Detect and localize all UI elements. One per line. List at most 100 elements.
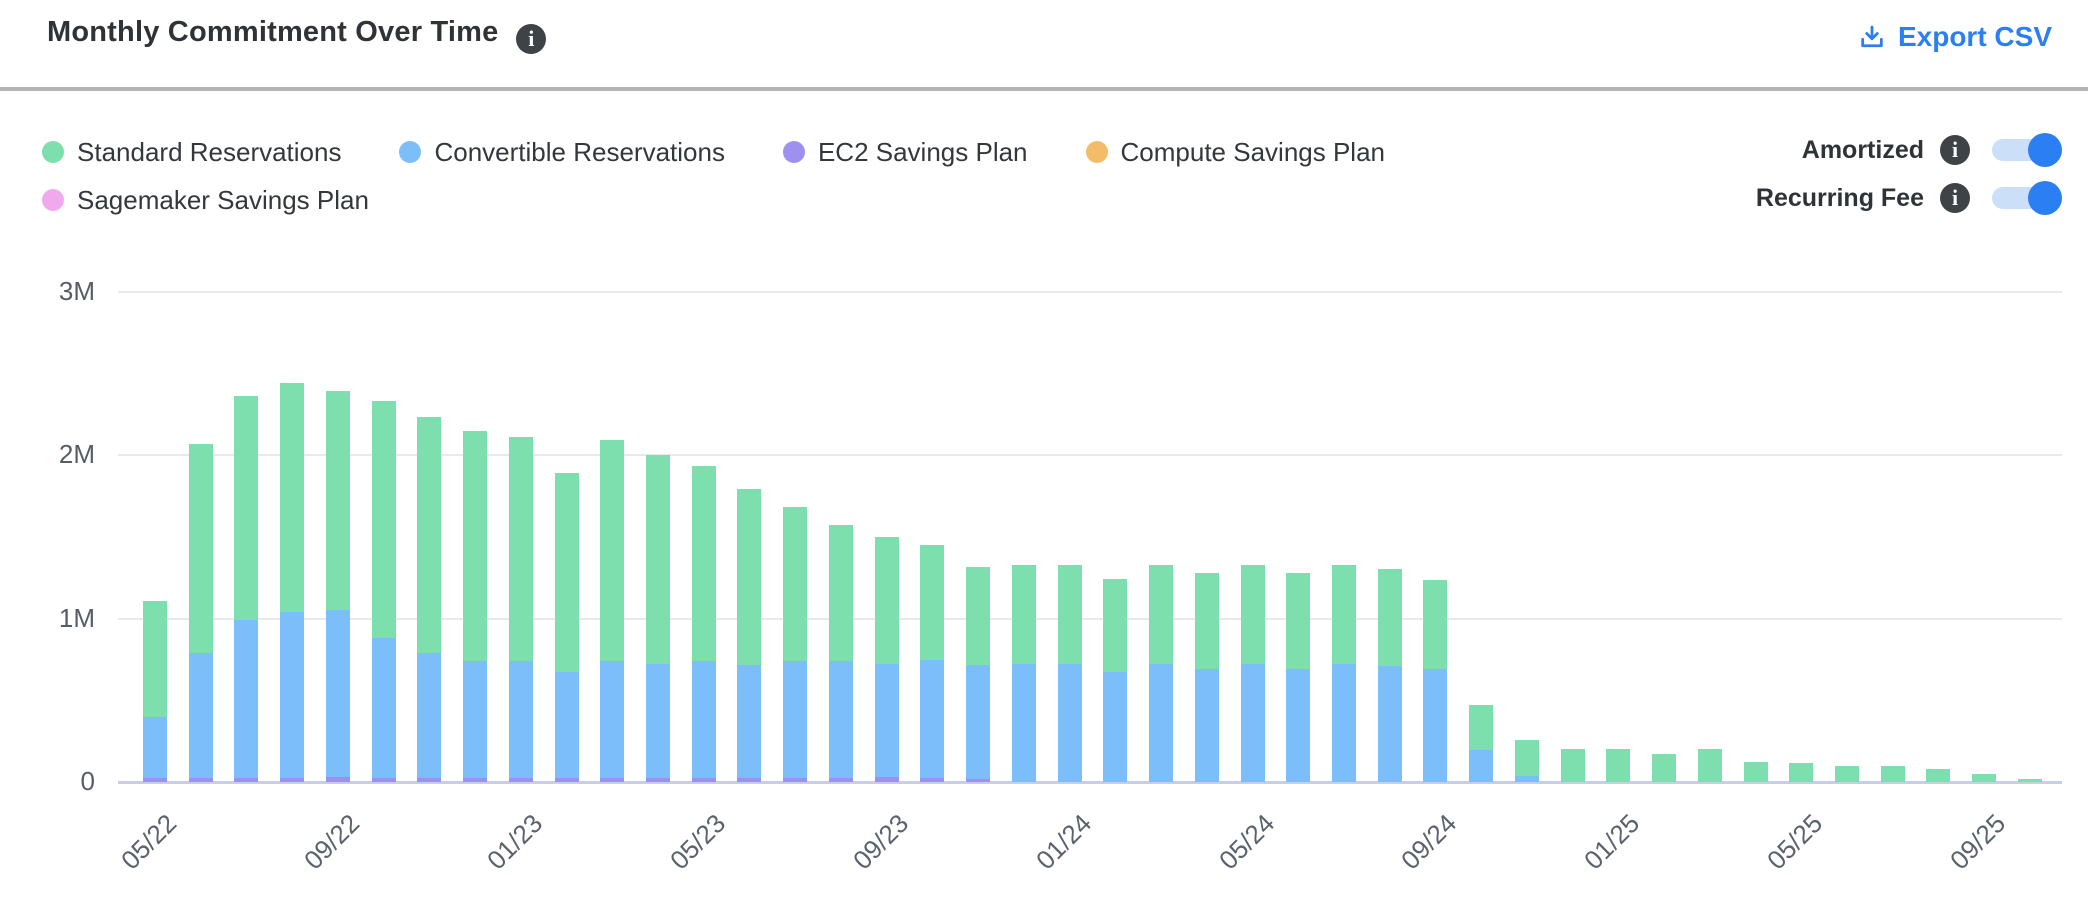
x-tick-label-01-25: 01/25 [1578,808,1646,876]
amortized-info-icon[interactable]: i [1940,135,1970,165]
bar-04/24[interactable] [1194,572,1219,782]
bar-01/24[interactable] [1057,565,1082,782]
bar-segment-standard-reservations [737,489,762,666]
recurring-fee-toggle-row: Recurring Fee i [1756,181,2064,215]
y-tick-label-2M: 2M [58,439,95,469]
bar-06/22[interactable] [188,443,213,782]
gridline-3M [118,290,2062,293]
bar-04/23[interactable] [646,455,671,782]
bar-segment-convertible-reservations [1194,669,1219,782]
bar-segment-standard-reservations [1103,579,1128,673]
bar-02/24[interactable] [1103,579,1128,782]
bar-05/24[interactable] [1240,565,1265,782]
bar-segment-convertible-reservations [280,611,305,778]
legend-dot [42,141,64,163]
legend-item-ec2-savings-plan[interactable]: EC2 Savings Plan [782,136,1028,168]
bar-segment-ec2-savings-plan [463,777,488,782]
bar-08/23[interactable] [828,525,853,782]
bar-03/25[interactable] [1697,749,1722,782]
bar-05/22[interactable] [143,600,167,782]
legend-item-compute-savings-plan[interactable]: Compute Savings Plan [1085,136,1385,168]
bar-10/25[interactable] [2017,778,2042,782]
bar-03/23[interactable] [600,440,625,782]
legend-label: Standard Reservations [77,136,342,167]
legend-item-sagemaker-savings-plan[interactable]: Sagemaker Savings Plan [42,184,369,216]
bar-10/22[interactable] [371,401,396,782]
amortized-switch[interactable] [1992,133,2062,167]
bar-12/23[interactable] [1011,565,1036,782]
header-divider [0,87,2088,91]
bar-07/24[interactable] [1331,565,1356,782]
bar-segment-standard-reservations [783,506,808,662]
bar-05/23[interactable] [691,466,716,782]
bar-segment-standard-reservations [188,443,213,653]
recurring-fee-info-icon[interactable]: i [1940,183,1970,213]
bar-01/23[interactable] [508,437,533,782]
bar-04/25[interactable] [1743,761,1768,782]
recurring-fee-switch[interactable] [1992,181,2062,215]
bar-segment-convertible-reservations [325,610,350,778]
bar-11/23[interactable] [966,567,991,782]
download-icon [1858,23,1886,51]
bar-12/24[interactable] [1560,749,1585,782]
bar-segment-ec2-savings-plan [874,777,899,782]
legend-label: EC2 Savings Plan [817,136,1028,167]
bar-09/25[interactable] [1972,773,1997,782]
bar-09/23[interactable] [874,536,899,782]
bar-06/23[interactable] [737,489,762,782]
bar-segment-standard-reservations [1926,769,1951,782]
bar-05/25[interactable] [1789,763,1814,782]
bar-07/23[interactable] [783,506,808,782]
bar-segment-standard-reservations [600,440,625,662]
bar-segment-standard-reservations [646,455,671,665]
legend-dot [42,189,64,211]
bar-09/24[interactable] [1423,580,1448,782]
bar-segment-standard-reservations [828,525,853,662]
y-tick-label-1M: 1M [58,602,95,633]
title-info-icon[interactable]: i [516,24,547,54]
bar-01/25[interactable] [1606,749,1631,782]
export-csv-button[interactable]: Export CSV [1852,20,2058,54]
bar-segment-standard-reservations [2017,778,2042,782]
bar-10/24[interactable] [1469,705,1494,782]
bar-08/25[interactable] [1926,769,1951,782]
bar-segment-standard-reservations [463,430,488,662]
x-tick-label-01-24: 01/24 [1029,808,1097,876]
legend-dot [399,141,422,163]
bar-07/25[interactable] [1880,765,1905,782]
bar-09/22[interactable] [325,391,350,782]
chart-legend: Standard Reservations Convertible Reserva… [42,136,1502,216]
bar-segment-convertible-reservations [874,664,899,778]
amortized-switch-knob [2028,133,2062,167]
bar-02/23[interactable] [554,473,579,782]
bar-03/24[interactable] [1149,565,1174,782]
legend-item-standard-reservations[interactable]: Standard Reservations [42,136,341,168]
bar-segment-standard-reservations [1057,565,1082,665]
bar-07/22[interactable] [234,396,259,782]
x-tick-label-01-23: 01/23 [480,808,549,876]
bar-08/22[interactable] [280,383,305,782]
bar-segment-convertible-reservations [966,665,991,779]
bar-segment-standard-reservations [1880,765,1905,782]
bar-11/24[interactable] [1514,739,1539,782]
bar-segment-convertible-reservations [371,638,396,778]
bar-segment-convertible-reservations [1057,664,1082,782]
bar-segment-convertible-reservations [1103,672,1128,782]
bar-segment-standard-reservations [691,466,716,662]
bar-12/22[interactable] [463,430,488,782]
legend-label: Compute Savings Plan [1120,136,1385,167]
amortized-toggle-row: Amortized i [1802,133,2064,167]
legend-item-convertible-reservations[interactable]: Convertible Reservations [399,136,725,168]
bar-segment-convertible-reservations [1286,669,1311,782]
bar-08/24[interactable] [1377,569,1402,782]
bar-02/25[interactable] [1652,754,1677,782]
bar-06/24[interactable] [1286,572,1311,782]
bar-06/25[interactable] [1835,765,1859,782]
bar-10/23[interactable] [920,544,945,782]
bar-11/22[interactable] [417,417,442,782]
bar-segment-standard-reservations [1194,572,1219,670]
bar-segment-standard-reservations [874,536,899,665]
gridline-2M [118,454,2062,456]
bar-segment-ec2-savings-plan [280,777,305,782]
